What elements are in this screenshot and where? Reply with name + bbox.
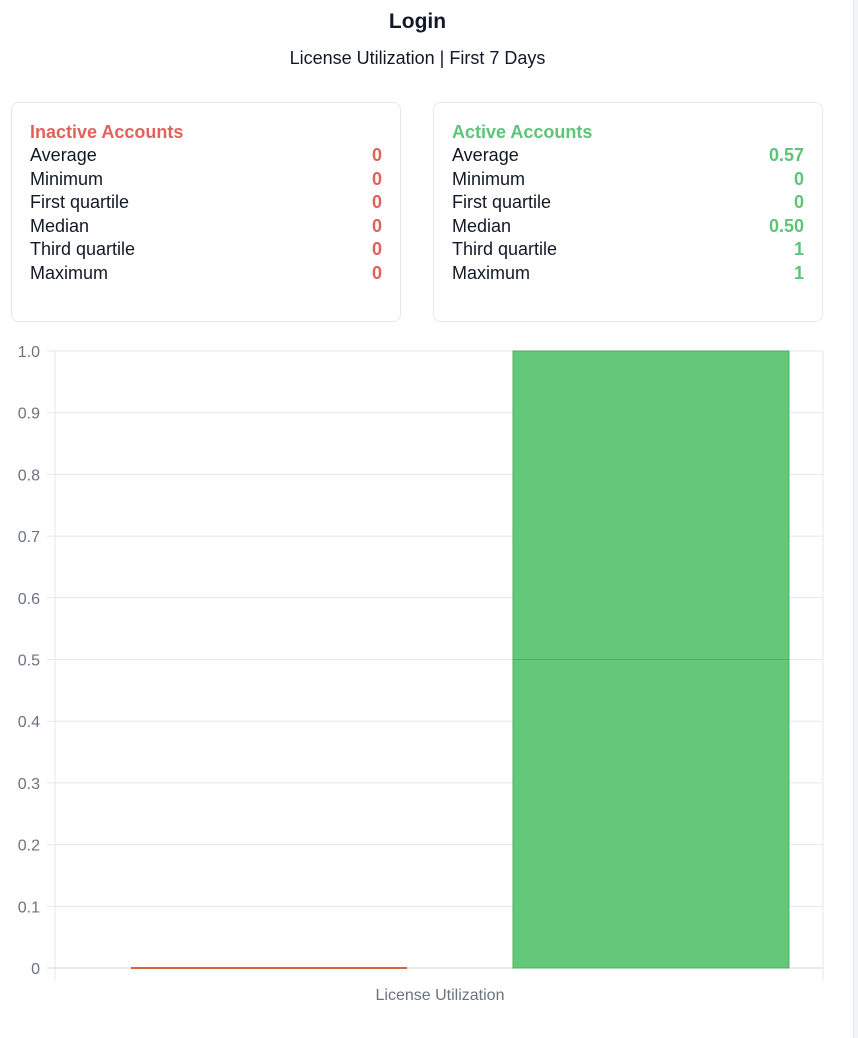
stat-row-average: Average 0.57 [452, 144, 804, 168]
stat-row-third-quartile: Third quartile 1 [452, 238, 804, 262]
stat-label: First quartile [452, 192, 552, 212]
stat-label: First quartile [30, 192, 130, 212]
stat-label: Minimum [30, 168, 104, 189]
stat-row-first-quartile: First quartile 0 [452, 191, 804, 215]
stat-label: Median [30, 215, 90, 236]
active-accounts-card: Active Accounts Average 0.57 Minimum 0 F… [433, 102, 823, 322]
y-tick-label: 0.4 [18, 714, 40, 731]
card-title: Active Accounts [452, 122, 593, 142]
stat-value: 1 [793, 239, 804, 259]
stat-value: 0 [371, 215, 382, 236]
stat-value: 0.57 [768, 145, 804, 165]
y-tick-label: 0.7 [18, 529, 40, 546]
stat-label: Average [452, 145, 519, 165]
y-tick-label: 0.1 [18, 899, 40, 916]
chart-svg: 0 0.1 0.2 0.3 0.4 0.5 0.6 0.7 0.8 0.9 1.0 License U… [18, 344, 824, 1004]
stat-value: 0 [793, 168, 804, 189]
stat-row-minimum: Minimum 0 [452, 168, 804, 192]
stat-row-average: Average 0 [30, 144, 382, 168]
x-axis-label: License Utilization [376, 987, 505, 1004]
stat-value: 1 [793, 262, 804, 283]
stat-value: 0 [371, 192, 382, 212]
stat-label: Median [452, 215, 512, 236]
stat-row-maximum: Maximum 0 [30, 262, 382, 286]
stat-label: Third quartile [452, 239, 558, 259]
y-tick-label: 0.3 [18, 776, 40, 793]
page-title: Login [388, 10, 447, 33]
y-tick-label: 0.8 [18, 467, 40, 484]
page-scrollbar[interactable] [853, 0, 858, 1038]
stat-row-minimum: Minimum 0 [30, 168, 382, 192]
stat-value: 0 [371, 239, 382, 259]
stat-row-median: Median 0.50 [452, 215, 804, 239]
stat-value: 0 [793, 192, 804, 212]
card-title: Inactive Accounts [30, 122, 184, 142]
page-subtitle: License Utilization | First 7 Days [289, 48, 546, 68]
y-tick-label: 0.5 [18, 653, 40, 670]
stat-label: Average [30, 145, 97, 165]
y-tick-label: 0.6 [18, 591, 40, 608]
y-tick-label: 0.9 [18, 406, 40, 423]
license-utilization-chart: 0 0.1 0.2 0.3 0.4 0.5 0.6 0.7 0.8 0.9 1.0 License U… [0, 330, 835, 1020]
stat-label: Maximum [30, 262, 109, 283]
y-tick-label: 0.2 [18, 838, 40, 855]
y-tick-label: 1.0 [18, 344, 40, 361]
stat-label: Third quartile [30, 239, 136, 259]
stat-label: Maximum [452, 262, 531, 283]
stat-value: 0 [371, 262, 382, 283]
stat-value: 0.50 [768, 215, 804, 236]
stat-value: 0 [371, 145, 382, 165]
stat-row-maximum: Maximum 1 [452, 262, 804, 286]
stat-label: Minimum [452, 168, 526, 189]
stat-row-third-quartile: Third quartile 0 [30, 238, 382, 262]
stat-row-first-quartile: First quartile 0 [30, 191, 382, 215]
stat-value: 0 [371, 168, 382, 189]
stat-row-median: Median 0 [30, 215, 382, 239]
y-tick-label: 0 [31, 961, 40, 978]
inactive-accounts-card: Inactive Accounts Average 0 Minimum 0 Fi… [11, 102, 401, 322]
